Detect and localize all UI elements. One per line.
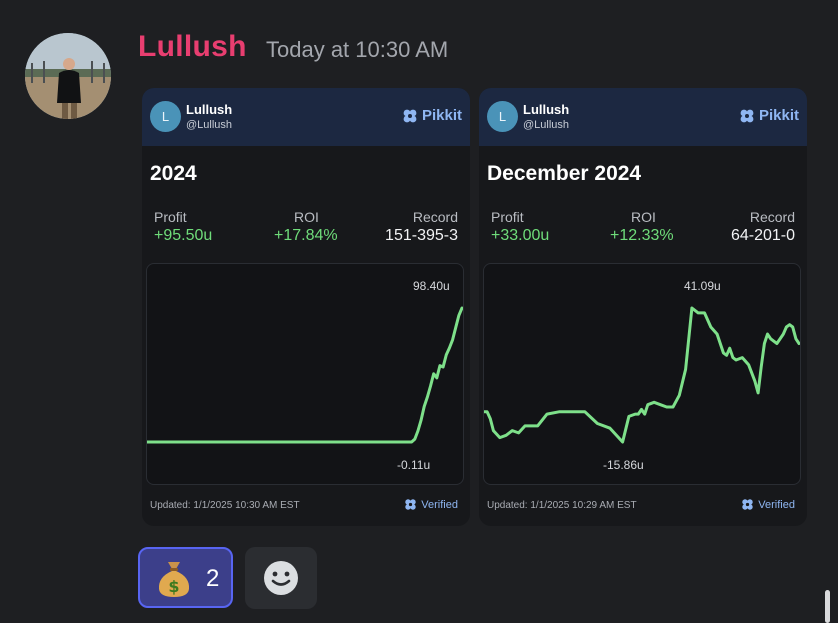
scrollbar-thumb[interactable] <box>825 590 830 623</box>
money-bag-icon: $ <box>158 562 190 597</box>
record-value: 64-201-0 <box>730 227 795 244</box>
pikkit-brand-label: Pikkit <box>421 107 462 124</box>
profit-chart: 41.09u -15.86u <box>483 263 801 485</box>
profit-value: +95.50u <box>154 227 213 244</box>
updated-timestamp: Updated: 1/1/2025 10:29 AM EST <box>487 500 637 511</box>
roi-label: ROI <box>631 209 656 225</box>
add-reaction-button[interactable] <box>245 547 317 609</box>
money-bag-reaction-button[interactable]: $ 2 <box>138 547 233 608</box>
period-title: 2024 <box>150 162 197 185</box>
updated-timestamp: Updated: 1/1/2025 10:30 AM EST <box>150 500 300 511</box>
record-label: Record <box>749 209 795 225</box>
pikkit-brand: Pikkit <box>739 107 799 124</box>
pikkit-logo-icon <box>403 109 417 122</box>
profile-handle: @Lullush <box>186 119 233 131</box>
smiley-icon <box>264 561 298 595</box>
chart-max-label: 98.40u <box>413 279 450 293</box>
message-username[interactable]: Lullush <box>138 30 247 63</box>
profile-initial-avatar: L <box>150 101 181 132</box>
profile-initial-avatar: L <box>487 101 518 132</box>
pikkit-brand: Pikkit <box>402 107 462 124</box>
profile-name: Lullush <box>523 102 570 117</box>
pikkit-logo-icon <box>740 109 754 122</box>
verified-label: Verified <box>758 498 795 511</box>
profit-chart: 98.40u -0.11u <box>146 263 464 485</box>
verified-badge: Verified <box>741 498 795 511</box>
profit-label: Profit <box>154 209 187 225</box>
roi-label: ROI <box>294 209 319 225</box>
record-label: Record <box>412 209 458 225</box>
profile-name: Lullush <box>186 102 233 117</box>
message-timestamp: Today at 10:30 AM <box>266 37 449 62</box>
roi-value: +17.84% <box>274 227 338 244</box>
chart-min-label: -0.11u <box>397 458 431 472</box>
user-avatar[interactable] <box>25 33 111 119</box>
profit-series-line <box>484 306 800 444</box>
roi-value: +12.33% <box>610 227 674 244</box>
reaction-count: 2 <box>206 565 220 592</box>
period-title: December 2024 <box>487 162 642 185</box>
profit-value: +33.00u <box>491 227 550 244</box>
profit-series-line <box>147 306 463 444</box>
profile-handle: @Lullush <box>523 119 570 131</box>
pikkit-brand-label: Pikkit <box>758 107 799 124</box>
pikkit-card-december-2024[interactable]: L Lullush @Lullush Pikkit December 2024 … <box>479 88 807 526</box>
profit-label: Profit <box>491 209 524 225</box>
card-header: L Lullush @Lullush Pikkit <box>479 88 807 146</box>
svg-text:$: $ <box>168 577 179 596</box>
record-value: 151-395-3 <box>385 227 458 244</box>
chart-max-label: 41.09u <box>684 279 721 293</box>
profit-chart-svg <box>147 306 463 444</box>
verified-label: Verified <box>421 498 458 511</box>
user-photo-icon <box>25 33 111 119</box>
profit-chart-svg <box>484 306 800 444</box>
pikkit-card-2024[interactable]: L Lullush @Lullush Pikkit 2024 Profit +9… <box>142 88 470 526</box>
verified-icon <box>405 499 416 510</box>
chart-min-label: -15.86u <box>603 458 644 472</box>
verified-badge: Verified <box>404 498 458 511</box>
verified-icon <box>742 499 753 510</box>
card-header: L Lullush @Lullush Pikkit <box>142 88 470 146</box>
